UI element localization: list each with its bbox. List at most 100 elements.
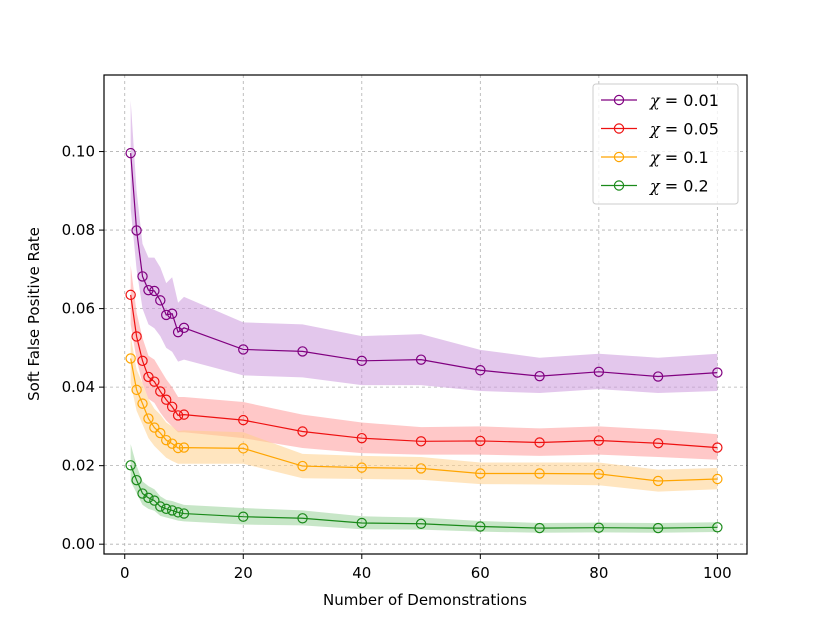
data-point	[137, 355, 148, 367]
data-point	[155, 501, 166, 512]
data-point	[534, 522, 545, 534]
data-point	[155, 295, 166, 306]
plot-frame	[103, 74, 748, 555]
legend-value: 0.05	[683, 120, 719, 139]
data-point	[297, 426, 308, 437]
data-point	[131, 331, 142, 342]
x-tick-label: 0	[120, 564, 130, 582]
data-point	[534, 370, 545, 382]
series-band-2	[130, 336, 718, 492]
data-point	[125, 460, 136, 471]
x-axis-label: Number of Demonstrations	[323, 591, 527, 609]
data-point	[652, 438, 664, 449]
data-point	[155, 427, 166, 439]
legend-marker-2	[613, 151, 625, 163]
x-axis-ticks: 0 20 40 60 80 100	[120, 554, 732, 582]
data-point	[125, 147, 136, 159]
data-point	[125, 353, 136, 364]
legend-value: 0.01	[683, 91, 719, 110]
data-point	[297, 460, 308, 472]
data-point	[131, 225, 142, 236]
data-point	[172, 410, 184, 421]
series-band-3	[130, 444, 718, 533]
data-point	[475, 468, 486, 479]
data-point	[155, 386, 166, 397]
legend-marker-3	[613, 180, 625, 191]
x-tick-label: 100	[703, 564, 732, 582]
data-point	[143, 492, 154, 504]
data-point	[137, 398, 148, 409]
legend-label-3: χ = 0.2	[649, 177, 709, 196]
data-point	[137, 271, 148, 282]
data-point	[534, 437, 545, 448]
data-point	[143, 284, 154, 296]
data-point	[297, 513, 308, 524]
data-point	[178, 508, 190, 519]
legend-equals: =	[660, 177, 684, 196]
series-line-3	[130, 465, 718, 529]
data-point	[178, 409, 190, 420]
data-point	[593, 435, 605, 446]
data-point	[238, 414, 249, 426]
legend: χ = 0.01χ = 0.05χ = 0.1χ = 0.2	[592, 83, 739, 205]
series-line-1	[130, 294, 718, 449]
y-axis-label: Soft False Positive Rate	[25, 227, 43, 401]
x-tick-label: 60	[471, 564, 490, 582]
data-point	[161, 503, 172, 515]
legend-marker-0	[613, 94, 625, 106]
data-point	[652, 475, 664, 487]
legend-equals: =	[660, 91, 684, 110]
y-tick-label: 0.04	[62, 378, 95, 396]
data-point	[297, 346, 308, 357]
x-tick-label: 20	[234, 564, 253, 582]
legend-chi-symbol: χ	[649, 177, 661, 196]
data-point	[172, 507, 184, 518]
data-point	[356, 432, 367, 444]
data-point	[143, 413, 154, 424]
legend-equals: =	[660, 148, 684, 167]
confidence-bands	[130, 100, 718, 533]
data-point	[652, 522, 664, 534]
y-tick-label: 0.10	[62, 143, 95, 161]
data-point	[149, 422, 160, 433]
data-point	[415, 354, 427, 365]
legend-chi-symbol: χ	[649, 148, 661, 167]
data-point	[166, 308, 178, 319]
data-point	[652, 371, 664, 382]
data-point	[415, 518, 427, 529]
data-point	[356, 355, 367, 367]
series-band-0	[130, 100, 718, 394]
legend-label-0: χ = 0.01	[649, 91, 719, 110]
data-point	[712, 473, 723, 485]
data-point	[534, 468, 545, 479]
y-tick-label: 0.08	[62, 221, 95, 239]
data-point	[238, 511, 249, 522]
data-point	[356, 517, 367, 529]
data-point	[593, 366, 605, 378]
data-point	[475, 365, 486, 376]
data-point	[166, 505, 178, 516]
data-point	[356, 462, 367, 473]
legend-value: 0.1	[683, 148, 708, 167]
legend-chi-symbol: χ	[649, 91, 661, 110]
data-point	[161, 394, 172, 405]
data-point	[149, 285, 160, 297]
legend-chi-symbol: χ	[649, 120, 661, 139]
data-point	[712, 367, 723, 378]
data-point	[475, 521, 486, 532]
data-point	[131, 474, 142, 486]
series-band-1	[130, 265, 718, 460]
data-point	[593, 468, 605, 480]
series-lines	[130, 153, 718, 529]
data-point	[238, 443, 249, 454]
data-point	[161, 309, 172, 321]
x-tick-label: 40	[352, 564, 371, 582]
legend-label-1: χ = 0.05	[649, 120, 719, 139]
x-tick-label: 80	[589, 564, 608, 582]
legend-box	[592, 83, 739, 205]
series-line-2	[130, 358, 718, 482]
series-line-0	[130, 153, 718, 378]
data-point	[149, 495, 160, 506]
data-point	[475, 435, 486, 447]
